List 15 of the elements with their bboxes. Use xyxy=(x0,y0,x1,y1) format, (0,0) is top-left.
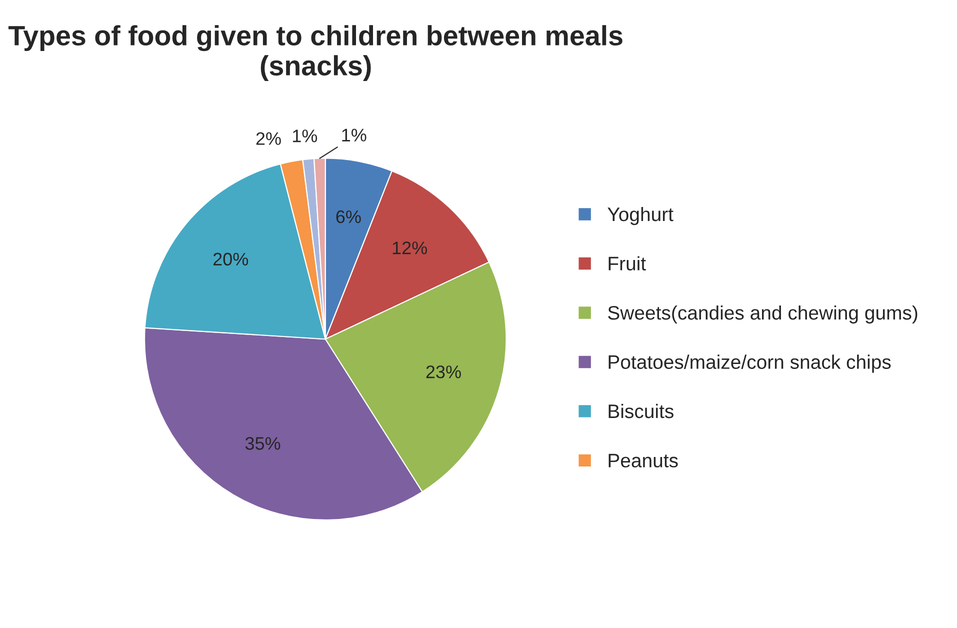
data-label: 12% xyxy=(392,242,427,254)
data-label: 2% xyxy=(256,132,281,145)
data-label: 23% xyxy=(426,365,461,378)
legend-label: Biscuits xyxy=(608,404,674,418)
data-label: 20% xyxy=(213,252,248,266)
data-label: 1% xyxy=(342,128,366,142)
data-label: 35% xyxy=(245,437,280,450)
legend-label: Peanuts xyxy=(608,454,678,468)
chart-title: Types of food given to children between meals (snacks) xyxy=(8,25,622,82)
legend-label: Potatoes/maize/corn snack chips xyxy=(608,354,891,373)
legend-label: Yoghurt xyxy=(608,206,674,226)
data-label: 1% xyxy=(292,130,318,142)
legend-label: Fruit xyxy=(608,256,646,270)
data-label: 6% xyxy=(336,210,361,224)
legend-label: Sweets(candies and chewing gums) xyxy=(608,305,918,324)
